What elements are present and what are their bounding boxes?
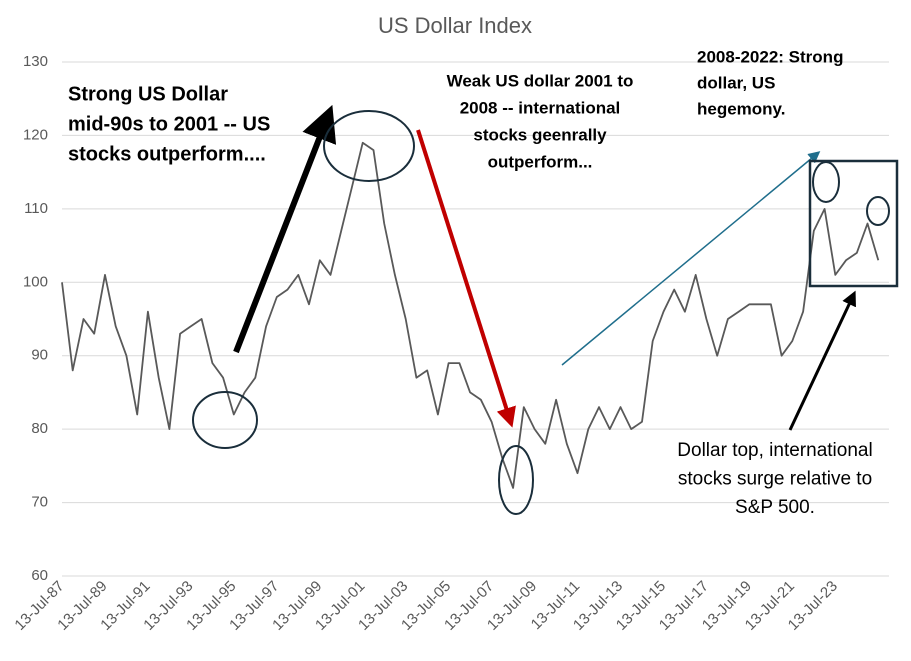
arrow — [233, 104, 337, 354]
annotation: hegemony. — [697, 99, 785, 118]
annotation: 2008 -- international — [460, 98, 621, 117]
circle — [812, 161, 840, 203]
arrow — [561, 151, 821, 366]
annotation: S&P 500. — [735, 497, 815, 518]
circle — [192, 391, 258, 449]
y-tick-label: 130 — [23, 53, 48, 70]
circle — [323, 110, 415, 182]
y-tick-label: 100 — [23, 273, 48, 290]
annotation: Strong US Dollar — [68, 83, 228, 105]
annotation: Weak US dollar 2001 to — [447, 71, 634, 90]
box — [808, 159, 899, 288]
chart-title: US Dollar Index — [378, 13, 532, 38]
circle — [498, 445, 534, 515]
y-tick-label: 90 — [31, 347, 48, 364]
y-tick-label: 120 — [23, 126, 48, 143]
y-tick-label: 110 — [24, 200, 48, 217]
annotation: stocks geenrally — [473, 125, 607, 144]
annotation: stocks surge relative to — [678, 469, 872, 490]
circle — [866, 196, 890, 226]
y-tick-label: 60 — [31, 567, 48, 584]
annotation: 2008-2022: Strong — [697, 47, 843, 66]
annotation: dollar, US — [697, 73, 775, 92]
y-tick-label: 70 — [31, 494, 48, 511]
y-tick-label: 80 — [31, 420, 48, 437]
annotation: stocks outperform.... — [68, 143, 266, 165]
annotation: Dollar top, international — [677, 440, 872, 461]
arrow — [416, 129, 516, 428]
annotation: outperform... — [488, 152, 593, 171]
annotation: mid-90s to 2001 -- US — [68, 113, 270, 135]
data-line — [61, 141, 880, 489]
arrow — [788, 290, 856, 431]
annotation-shapes — [192, 104, 899, 515]
